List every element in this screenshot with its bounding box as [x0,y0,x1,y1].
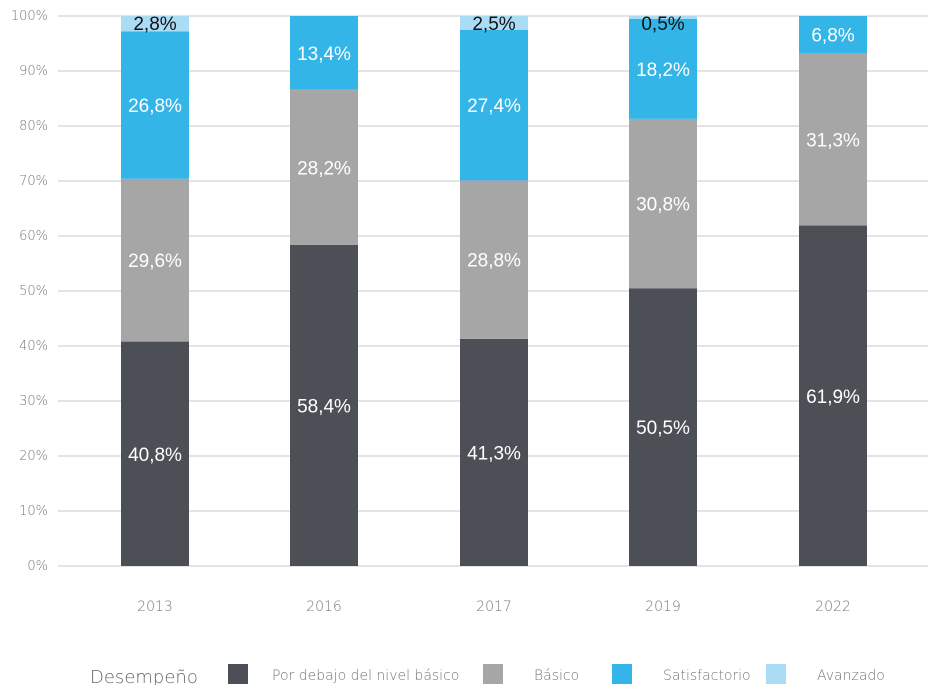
x-tick-label: 2016 [306,599,342,615]
data-label: 31,3% [806,130,860,151]
data-label: 13,4% [297,44,351,65]
data-label: 27,4% [467,96,521,117]
bar-segment [460,16,528,30]
y-tick-label: 90% [19,64,48,79]
y-tick-label: 10% [19,504,48,519]
data-label: 29,6% [128,251,182,272]
legend-label: Por debajo del nivel básico [272,668,459,684]
data-label: 2,8% [133,14,176,35]
bar-segment [121,16,189,32]
legend-swatch [766,664,786,684]
bar-segment [290,244,358,567]
legend-label: Básico [534,668,579,684]
data-label: 0,5% [641,14,684,35]
x-tick-label: 2013 [137,599,173,615]
bar-segment [629,18,697,119]
data-label: 28,8% [467,251,521,272]
bar-segment [460,338,528,566]
data-label: 26,8% [128,96,182,117]
data-label: 58,4% [297,396,351,417]
data-label: 41,3% [467,443,521,464]
bar-segment [629,16,697,19]
data-label: 50,5% [636,418,690,439]
data-label: 30,8% [636,195,690,216]
bar-segment [629,118,697,289]
x-tick-label: 2019 [645,599,681,615]
legend-swatch [228,664,248,684]
legend-swatch [612,664,632,684]
bar-segment [290,16,358,90]
data-label: 61,9% [806,387,860,408]
bar-segment [460,29,528,181]
data-label: 18,2% [636,60,690,81]
y-tick-label: 20% [19,449,48,464]
data-label: 6,8% [811,26,854,47]
bar-segment [121,178,189,342]
legend-title: Desempeño [90,667,198,685]
y-tick-label: 0% [27,559,48,574]
legend-swatch [483,664,503,684]
y-tick-label: 60% [19,229,48,244]
bar-segment [121,31,189,179]
legend-label: Satisfactorio [663,668,751,684]
y-tick-label: 40% [19,339,48,354]
x-tick-label: 2022 [815,599,851,615]
bar-segment [629,288,697,566]
data-label: 40,8% [128,445,182,466]
y-tick-label: 100% [11,9,48,24]
bar-segment [799,16,867,54]
bar-segment [460,180,528,339]
bar-segment [290,89,358,245]
data-label: 28,2% [297,158,351,179]
y-tick-label: 50% [19,284,48,299]
legend-label: Avanzado [817,668,885,684]
y-tick-label: 30% [19,394,48,409]
y-tick-label: 80% [19,119,48,134]
data-label: 2,5% [472,14,515,35]
bar-segment [121,341,189,566]
bar-segment [799,53,867,226]
y-tick-label: 70% [19,174,48,189]
bar-segment [799,225,867,567]
x-tick-label: 2017 [476,599,512,615]
